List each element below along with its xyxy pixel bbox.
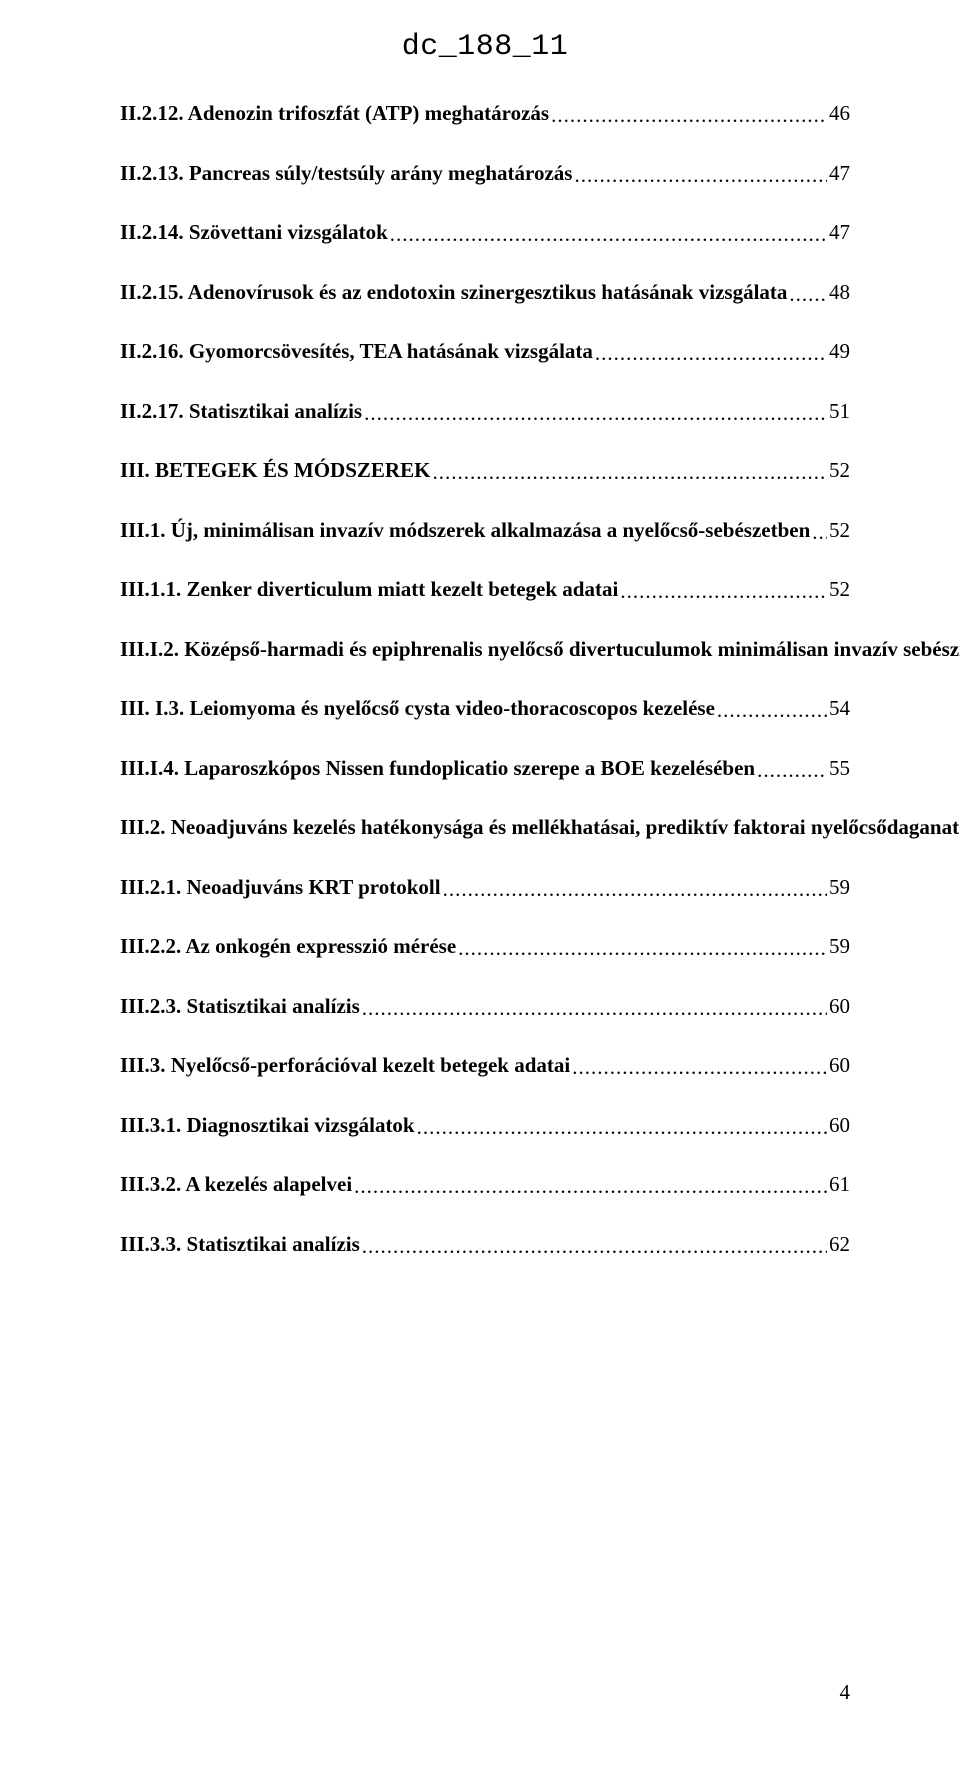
toc-entry-page: 51	[829, 396, 850, 428]
toc-entry: III.2. Neoadjuváns kezelés hatékonysága …	[120, 812, 850, 844]
toc-entry: II.2.17. Statisztikai analízis 51	[120, 396, 850, 428]
toc-entry: II.2.13. Pancreas súly/testsúly arány me…	[120, 158, 850, 190]
toc-entry-page: 52	[829, 574, 850, 606]
toc-entry-page: 60	[829, 1110, 850, 1142]
toc-leader	[364, 398, 827, 430]
toc-entry-page: 52	[829, 515, 850, 547]
toc-entry-label: II.2.13. Pancreas súly/testsúly arány me…	[120, 158, 572, 190]
toc-entry: II.2.14. Szövettani vizsgálatok 47	[120, 217, 850, 249]
toc-entry: III. I.3. Leiomyoma és nyelőcső cysta vi…	[120, 693, 850, 725]
toc-leader	[572, 1052, 827, 1084]
toc-entry: III.3. Nyelőcső-perforációval kezelt bet…	[120, 1050, 850, 1082]
toc-leader	[717, 695, 827, 727]
toc-leader	[551, 100, 827, 132]
toc-entry-label: III.2. Neoadjuváns kezelés hatékonysága …	[120, 812, 960, 844]
toc-entry-page: 52	[829, 455, 850, 487]
toc-leader	[390, 219, 827, 251]
page-number: 4	[120, 1680, 850, 1705]
toc-entry: III.3.3. Statisztikai analízis 62	[120, 1229, 850, 1261]
toc-entry: III.2.2. Az onkogén expresszió mérése 59	[120, 931, 850, 963]
toc-entry-label: III.3.2. A kezelés alapelvei	[120, 1169, 352, 1201]
toc-entry-label: III.1. Új, minimálisan invazív módszerek…	[120, 515, 810, 547]
toc-entry-label: III.1.1. Zenker diverticulum miatt kezel…	[120, 574, 618, 606]
toc-entry-label: II.2.12. Adenozin trifoszfát (ATP) megha…	[120, 98, 549, 130]
toc-entry-page: 54	[829, 693, 850, 725]
toc-entry-label: II.2.16. Gyomorcsövesítés, TEA hatásának…	[120, 336, 593, 368]
toc-leader	[574, 160, 827, 192]
toc-entry-page: 47	[829, 158, 850, 190]
toc-entry: III.3.2. A kezelés alapelvei 61	[120, 1169, 850, 1201]
toc-entry-label: III.I.4. Laparoszkópos Nissen fundoplica…	[120, 753, 755, 785]
toc-leader	[812, 517, 827, 549]
toc-entry-page: 59	[829, 872, 850, 904]
toc-entry-label: III.I.2. Középső-harmadi és epiphrenalis…	[120, 634, 960, 666]
toc-entry: II.2.16. Gyomorcsövesítés, TEA hatásának…	[120, 336, 850, 368]
toc-entry-label: III.3.1. Diagnosztikai vizsgálatok	[120, 1110, 415, 1142]
toc-leader	[362, 993, 827, 1025]
toc-entry-label: II.2.17. Statisztikai analízis	[120, 396, 362, 428]
toc-entry: III.3.1. Diagnosztikai vizsgálatok 60	[120, 1110, 850, 1142]
toc-entry-page: 49	[829, 336, 850, 368]
toc-entry: III.I.2. Középső-harmadi és epiphrenalis…	[120, 634, 850, 666]
toc-entry-page: 60	[829, 991, 850, 1023]
toc-entry-page: 61	[829, 1169, 850, 1201]
toc-entry-label: II.2.14. Szövettani vizsgálatok	[120, 217, 388, 249]
toc-entry-label: III. BETEGEK ÉS MÓDSZEREK	[120, 455, 430, 487]
toc-entry: III.1. Új, minimálisan invazív módszerek…	[120, 515, 850, 547]
toc-entry-label: III. I.3. Leiomyoma és nyelőcső cysta vi…	[120, 693, 715, 725]
toc-entry-page: 47	[829, 217, 850, 249]
toc-leader	[362, 1231, 827, 1263]
toc-leader	[417, 1112, 827, 1144]
toc-entry: II.2.12. Adenozin trifoszfát (ATP) megha…	[120, 98, 850, 130]
toc-leader	[458, 933, 827, 965]
toc-entry-page: 48	[829, 277, 850, 309]
toc-entry-page: 60	[829, 1050, 850, 1082]
toc-leader	[354, 1171, 827, 1203]
toc-leader	[595, 338, 827, 370]
toc-leader	[789, 279, 827, 311]
toc-entry-page: 62	[829, 1229, 850, 1261]
toc-entry-label: III.3.3. Statisztikai analízis	[120, 1229, 360, 1261]
toc-entry-label: III.2.2. Az onkogén expresszió mérése	[120, 931, 456, 963]
toc-entry-label: III.2.1. Neoadjuváns KRT protokoll	[120, 872, 441, 904]
toc-leader	[432, 457, 827, 489]
toc-entry-label: III.2.3. Statisztikai analízis	[120, 991, 360, 1023]
toc-entry-page: 55	[829, 753, 850, 785]
toc-leader	[620, 576, 827, 608]
toc-leader	[443, 874, 827, 906]
toc-entry: III. BETEGEK ÉS MÓDSZEREK 52	[120, 455, 850, 487]
toc-entry: III.I.4. Laparoszkópos Nissen fundoplica…	[120, 753, 850, 785]
toc-entry-label: III.3. Nyelőcső-perforációval kezelt bet…	[120, 1050, 570, 1082]
toc-entry: II.2.15. Adenovírusok és az endotoxin sz…	[120, 277, 850, 309]
toc-entry: III.2.1. Neoadjuváns KRT protokoll 59	[120, 872, 850, 904]
toc-entry-label: II.2.15. Adenovírusok és az endotoxin sz…	[120, 277, 787, 309]
toc-leader	[757, 755, 827, 787]
document-header: dc_188_11	[120, 30, 850, 64]
toc-entry: III.1.1. Zenker diverticulum miatt kezel…	[120, 574, 850, 606]
toc-entry-page: 46	[829, 98, 850, 130]
toc-entry: III.2.3. Statisztikai analízis 60	[120, 991, 850, 1023]
toc-list: II.2.12. Adenozin trifoszfát (ATP) megha…	[120, 98, 850, 1260]
toc-entry-page: 59	[829, 931, 850, 963]
